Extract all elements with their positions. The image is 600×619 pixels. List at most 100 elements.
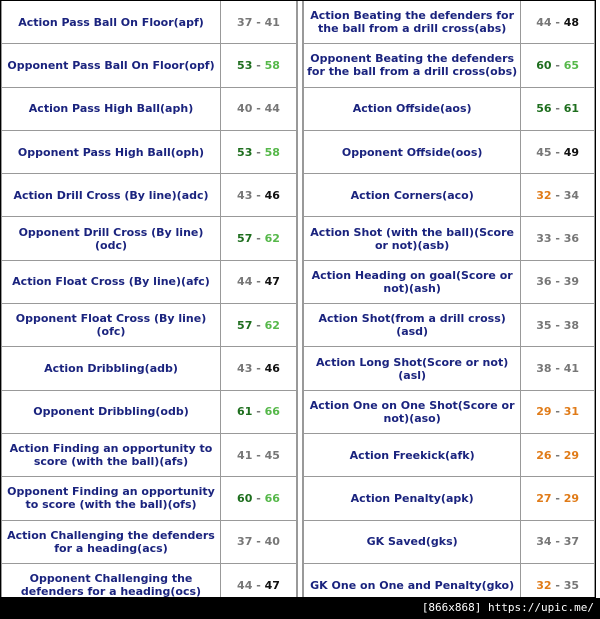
stat-label: Action Finding an opportunity to score (… [1, 432, 221, 478]
footer-text: [866x868] https://upic.me/ [421, 601, 594, 614]
range-high: 45 [264, 448, 280, 462]
range-high: 62 [264, 232, 280, 246]
stat-row: Action Challenging the defenders for a h… [1, 519, 297, 564]
stat-range: 60 - 66 [220, 476, 297, 521]
range-high: 40 [264, 535, 280, 549]
range-high: 29 [563, 491, 580, 505]
stat-label: Action Dribbling(adb) [1, 346, 221, 391]
range-separator: - [256, 448, 261, 462]
range-separator: - [555, 578, 560, 592]
stat-label: Opponent Beating the defenders for the b… [302, 43, 522, 88]
stat-row: Opponent Pass High Ball(oph) 53 - 58 [1, 129, 297, 175]
range-high: 66 [264, 491, 280, 505]
range-high: 66 [264, 405, 280, 419]
stat-row: GK One on One and Penalty(gko) 32 - 35 [302, 562, 595, 597]
range-low: 27 [536, 491, 552, 505]
stat-row: GK Saved(gks) 34 - 37 [302, 519, 595, 564]
stat-label: Opponent Finding an opportunity to score… [1, 476, 221, 521]
stat-label: Action Beating the defenders for the bal… [302, 1, 522, 45]
range-separator: - [555, 188, 560, 202]
range-separator: - [256, 145, 261, 159]
range-high: 65 [563, 58, 580, 72]
range-low: 61 [237, 405, 253, 419]
stat-range: 32 - 35 [520, 562, 595, 597]
range-high: 46 [264, 362, 280, 376]
stat-label: Opponent Float Cross (By line)(ofc) [1, 303, 221, 348]
range-separator: - [555, 232, 560, 246]
range-high: 34 [563, 188, 580, 202]
stat-row: Action Dribbling(adb) 43 - 46 [1, 346, 297, 391]
stat-range: 44 - 48 [520, 1, 595, 45]
stat-row: Action Shot (with the ball)(Score or not… [302, 216, 595, 261]
stat-row: Action Corners(aco) 32 - 34 [302, 173, 595, 218]
stat-label: Action Long Shot(Score or not)(asl) [302, 346, 522, 391]
right-stats-table: Action Beating the defenders for the bal… [302, 1, 595, 597]
range-low: 57 [237, 232, 253, 246]
range-high: 41 [563, 362, 580, 376]
stat-range: 37 - 40 [220, 519, 297, 564]
range-separator: - [555, 535, 560, 549]
range-high: 31 [563, 405, 580, 419]
stat-range: 34 - 37 [520, 519, 595, 564]
range-high: 62 [264, 318, 280, 332]
stat-range: 26 - 29 [520, 432, 595, 478]
stat-row: Opponent Drill Cross (By line)(odc) 57 - … [1, 216, 297, 261]
image-host-footer: [866x868] https://upic.me/ [0, 598, 600, 619]
range-high: 29 [563, 448, 580, 462]
stat-label: GK Saved(gks) [302, 519, 522, 564]
stat-label: Action Pass Ball On Floor(apf) [1, 1, 221, 45]
stat-range: 53 - 58 [220, 129, 297, 175]
stat-label: Opponent Pass High Ball(oph) [1, 129, 221, 175]
stat-row: Action Pass High Ball(aph) 40 - 44 [1, 86, 297, 131]
range-separator: - [555, 448, 560, 462]
range-high: 46 [264, 188, 280, 202]
range-separator: - [256, 535, 261, 549]
range-low: 40 [237, 102, 253, 116]
stat-row: Action Heading on goal(Score or not)(ash… [302, 259, 595, 305]
stat-range: 41 - 45 [220, 432, 297, 478]
stat-range: 43 - 46 [220, 346, 297, 391]
range-separator: - [555, 58, 560, 72]
stat-label: Opponent Drill Cross (By line)(odc) [1, 216, 221, 261]
stat-row: Opponent Dribbling(odb) 61 - 66 [1, 389, 297, 434]
stat-range: 44 - 47 [220, 259, 297, 305]
range-separator: - [256, 15, 261, 29]
stat-row: Opponent Pass Ball On Floor(opf) 53 - 58 [1, 43, 297, 88]
stat-row: Action One on One Shot(Score or not)(aso… [302, 389, 595, 434]
range-high: 61 [563, 102, 580, 116]
range-separator: - [256, 188, 261, 202]
range-high: 38 [563, 318, 580, 332]
stat-range: 61 - 66 [220, 389, 297, 434]
stat-range: 29 - 31 [520, 389, 595, 434]
stat-row: Opponent Challenging the defenders for a… [1, 562, 297, 597]
range-high: 47 [264, 578, 280, 592]
range-separator: - [555, 145, 560, 159]
stat-label: Action Penalty(apk) [302, 476, 522, 521]
stat-range: 37 - 41 [220, 1, 297, 45]
stat-label: Action Freekick(afk) [302, 432, 522, 478]
range-separator: - [256, 275, 261, 289]
stat-row: Action Finding an opportunity to score (… [1, 432, 297, 478]
stat-range: 33 - 36 [520, 216, 595, 261]
range-low: 41 [237, 448, 253, 462]
stat-label: Action One on One Shot(Score or not)(aso… [302, 389, 522, 434]
stat-label: Action Float Cross (By line)(afc) [1, 259, 221, 305]
range-low: 29 [536, 405, 552, 419]
range-low: 53 [237, 58, 253, 72]
range-separator: - [256, 362, 261, 376]
range-low: 34 [536, 535, 552, 549]
stat-range: 38 - 41 [520, 346, 595, 391]
range-high: 47 [264, 275, 280, 289]
range-low: 32 [536, 578, 552, 592]
stat-range: 27 - 29 [520, 476, 595, 521]
stat-label: Action Drill Cross (By line)(adc) [1, 173, 221, 218]
range-low: 33 [536, 232, 552, 246]
stat-row: Action Drill Cross (By line)(adc) 43 - 46 [1, 173, 297, 218]
stat-row: Action Beating the defenders for the bal… [302, 1, 595, 45]
stat-row: Action Long Shot(Score or not)(asl) 38 - … [302, 346, 595, 391]
left-stats-table: Action Pass Ball On Floor(apf) 37 - 41 Opp… [1, 1, 297, 597]
range-high: 36 [563, 232, 580, 246]
stat-range: 36 - 39 [520, 259, 595, 305]
range-separator: - [555, 362, 560, 376]
range-high: 49 [563, 145, 580, 159]
